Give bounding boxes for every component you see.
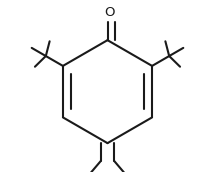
Text: O: O xyxy=(104,6,115,19)
